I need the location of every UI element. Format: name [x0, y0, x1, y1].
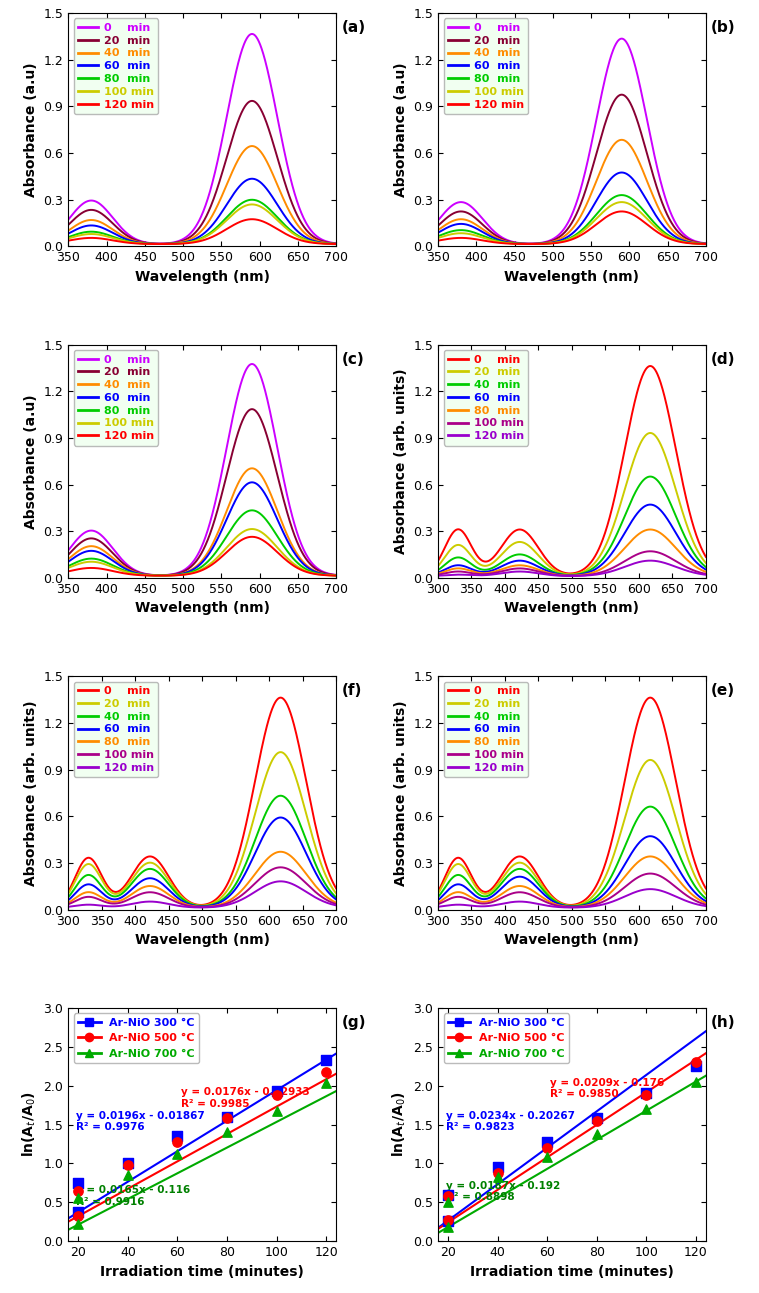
Point [641, 1099, 653, 1120]
Y-axis label: Absorbance (arb. units): Absorbance (arb. units) [394, 700, 408, 886]
Point [690, 1056, 702, 1077]
Legend: Ar-NiO 300 °C, Ar-NiO 500 °C, Ar-NiO 700 °C: Ar-NiO 300 °C, Ar-NiO 500 °C, Ar-NiO 700… [74, 1014, 200, 1063]
Text: (f): (f) [342, 683, 362, 698]
Point [442, 1217, 454, 1237]
Text: y = 0.0165x - 0.116
R² = 0.9916: y = 0.0165x - 0.116 R² = 0.9916 [77, 1186, 191, 1206]
Point [221, 1107, 233, 1127]
Point [121, 1153, 134, 1174]
Point [221, 1108, 233, 1129]
Point [172, 1131, 184, 1152]
Point [491, 1157, 503, 1178]
Point [72, 1173, 84, 1193]
Point [591, 1124, 603, 1144]
Y-axis label: Absorbance (a.u): Absorbance (a.u) [24, 394, 38, 529]
X-axis label: Wavelength (nm): Wavelength (nm) [505, 601, 639, 615]
Point [442, 1184, 454, 1205]
Y-axis label: Absorbance (a.u): Absorbance (a.u) [394, 62, 408, 197]
Point [72, 1205, 84, 1226]
Text: (e): (e) [711, 683, 735, 698]
Point [690, 1072, 702, 1093]
Point [690, 1053, 702, 1073]
Y-axis label: ln(A$_t$/A$_0$): ln(A$_t$/A$_0$) [20, 1091, 38, 1157]
Point [121, 1165, 134, 1186]
Text: y = 0.0196x - 0.01867
R² = 0.9976: y = 0.0196x - 0.01867 R² = 0.9976 [77, 1111, 205, 1133]
Legend: 0    min, 20  min, 40  min, 60  min, 80  min, 100 min, 120 min: 0 min, 20 min, 40 min, 60 min, 80 min, 1… [443, 350, 528, 446]
Text: (a): (a) [342, 19, 366, 35]
Point [121, 1155, 134, 1175]
Text: (c): (c) [342, 352, 364, 366]
Text: (b): (b) [711, 19, 736, 35]
X-axis label: Wavelength (nm): Wavelength (nm) [505, 270, 639, 284]
Text: (d): (d) [711, 352, 735, 366]
Point [271, 1081, 283, 1102]
Legend: 0    min, 20  min, 40  min, 60  min, 80  min, 100 min, 120 min: 0 min, 20 min, 40 min, 60 min, 80 min, 1… [74, 18, 159, 114]
Point [320, 1050, 332, 1071]
X-axis label: Wavelength (nm): Wavelength (nm) [505, 934, 639, 946]
Point [221, 1122, 233, 1143]
X-axis label: Wavelength (nm): Wavelength (nm) [135, 270, 269, 284]
Y-axis label: ln(A$_t$/A$_0$): ln(A$_t$/A$_0$) [390, 1091, 408, 1157]
Legend: 0    min, 20  min, 40  min, 60  min, 80  min, 100 min, 120 min: 0 min, 20 min, 40 min, 60 min, 80 min, 1… [74, 350, 159, 446]
X-axis label: Irradiation time (minutes): Irradiation time (minutes) [100, 1265, 304, 1279]
Point [541, 1147, 553, 1168]
Y-axis label: Absorbance (arb. units): Absorbance (arb. units) [24, 700, 38, 886]
Point [541, 1138, 553, 1159]
Point [591, 1108, 603, 1129]
Point [72, 1181, 84, 1201]
Point [72, 1202, 84, 1223]
Point [72, 1188, 84, 1209]
Point [172, 1126, 184, 1147]
Text: (h): (h) [711, 1015, 736, 1029]
Text: (g): (g) [342, 1015, 366, 1029]
Point [641, 1084, 653, 1104]
Point [442, 1210, 454, 1231]
X-axis label: Irradiation time (minutes): Irradiation time (minutes) [470, 1265, 674, 1279]
Point [491, 1168, 503, 1188]
Point [172, 1144, 184, 1165]
Text: y = 0.0176x - 0.02933
R² = 0.9985: y = 0.0176x - 0.02933 R² = 0.9985 [181, 1087, 310, 1109]
X-axis label: Wavelength (nm): Wavelength (nm) [135, 601, 269, 615]
Point [442, 1186, 454, 1206]
Text: y = 0.0187x - 0.192
R² = 0.8898: y = 0.0187x - 0.192 R² = 0.8898 [446, 1181, 560, 1202]
Point [591, 1111, 603, 1131]
Legend: 0    min, 20  min, 40  min, 60  min, 80  min, 100 min, 120 min: 0 min, 20 min, 40 min, 60 min, 80 min, 1… [443, 18, 528, 114]
Point [320, 1062, 332, 1082]
Point [271, 1100, 283, 1121]
Point [541, 1131, 553, 1152]
Text: y = 0.0209x - 0.176
R² = 0.9850: y = 0.0209x - 0.176 R² = 0.9850 [550, 1078, 665, 1099]
Point [72, 1214, 84, 1235]
Y-axis label: Absorbance (a.u): Absorbance (a.u) [24, 62, 38, 197]
Legend: 0    min, 20  min, 40  min, 60  min, 80  min, 100 min, 120 min: 0 min, 20 min, 40 min, 60 min, 80 min, 1… [74, 681, 159, 777]
Y-axis label: Absorbance (arb. units): Absorbance (arb. units) [394, 369, 408, 555]
Point [641, 1085, 653, 1106]
Legend: 0    min, 20  min, 40  min, 60  min, 80  min, 100 min, 120 min: 0 min, 20 min, 40 min, 60 min, 80 min, 1… [443, 681, 528, 777]
Point [320, 1073, 332, 1094]
Point [491, 1162, 503, 1183]
Point [442, 1210, 454, 1231]
Text: y = 0.0234x - 0.20267
R² = 0.9823: y = 0.0234x - 0.20267 R² = 0.9823 [446, 1111, 575, 1133]
Point [271, 1085, 283, 1106]
Point [442, 1192, 454, 1213]
Legend: Ar-NiO 300 °C, Ar-NiO 500 °C, Ar-NiO 700 °C: Ar-NiO 300 °C, Ar-NiO 500 °C, Ar-NiO 700… [443, 1014, 569, 1063]
X-axis label: Wavelength (nm): Wavelength (nm) [135, 934, 269, 946]
